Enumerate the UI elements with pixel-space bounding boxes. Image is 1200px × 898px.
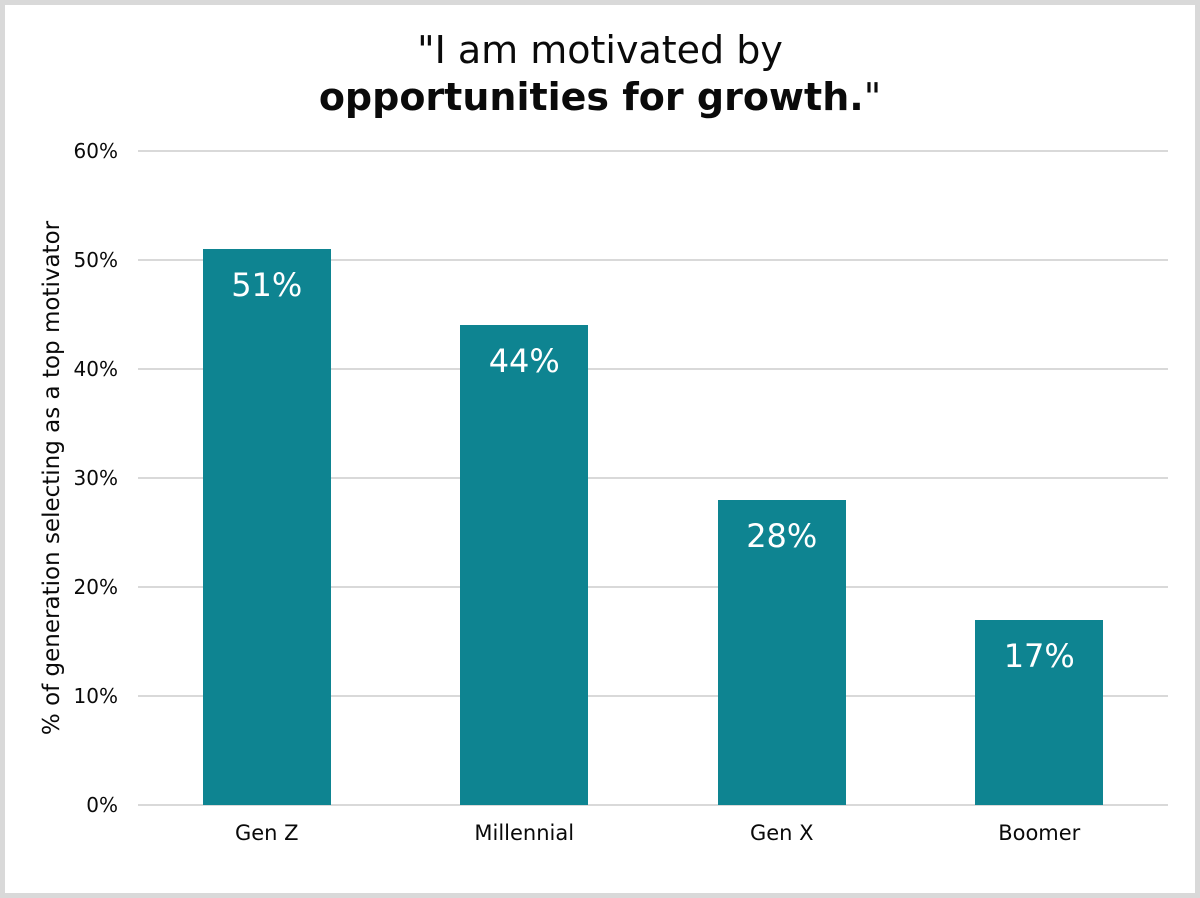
y-tick-label: 50% — [73, 248, 118, 272]
gridline — [138, 695, 1168, 697]
bar-gen-z — [202, 249, 331, 805]
bar-value-label: 44% — [488, 342, 560, 381]
gridline — [138, 586, 1168, 588]
x-tick-label: Millennial — [474, 821, 575, 845]
chart-title-line2: opportunities for growth." — [0, 74, 1200, 121]
gridline — [138, 368, 1168, 370]
bar-value-label: 17% — [1003, 636, 1075, 675]
chart-title-line1: "I am motivated by — [417, 28, 783, 72]
x-tick-label: Gen X — [749, 821, 814, 845]
bar-gen-x — [717, 499, 846, 805]
chart-title: "I am motivated by opportunities for gro… — [0, 27, 1200, 121]
gridline — [138, 259, 1168, 261]
y-tick-label: 20% — [73, 575, 118, 599]
bar-value-label: 51% — [231, 266, 303, 305]
y-tick-label: 60% — [73, 139, 118, 163]
y-axis-title: % of generation selecting as a top motiv… — [39, 220, 65, 736]
chart-title-line2-suffix: " — [863, 75, 882, 119]
y-tick-label: 40% — [73, 357, 118, 381]
gridline — [138, 150, 1168, 152]
bar-boomer — [975, 619, 1104, 805]
bar-millennial — [460, 325, 589, 805]
y-tick-label: 0% — [86, 793, 118, 817]
y-tick-label: 30% — [73, 466, 118, 490]
chart-title-line2-bold: opportunities for growth. — [318, 75, 864, 119]
y-tick-label: 10% — [73, 684, 118, 708]
x-tick-label: Boomer — [998, 821, 1081, 845]
x-tick-label: Gen Z — [234, 821, 299, 845]
gridline — [138, 477, 1168, 479]
gridline — [138, 804, 1168, 806]
bar-value-label: 28% — [746, 516, 818, 555]
